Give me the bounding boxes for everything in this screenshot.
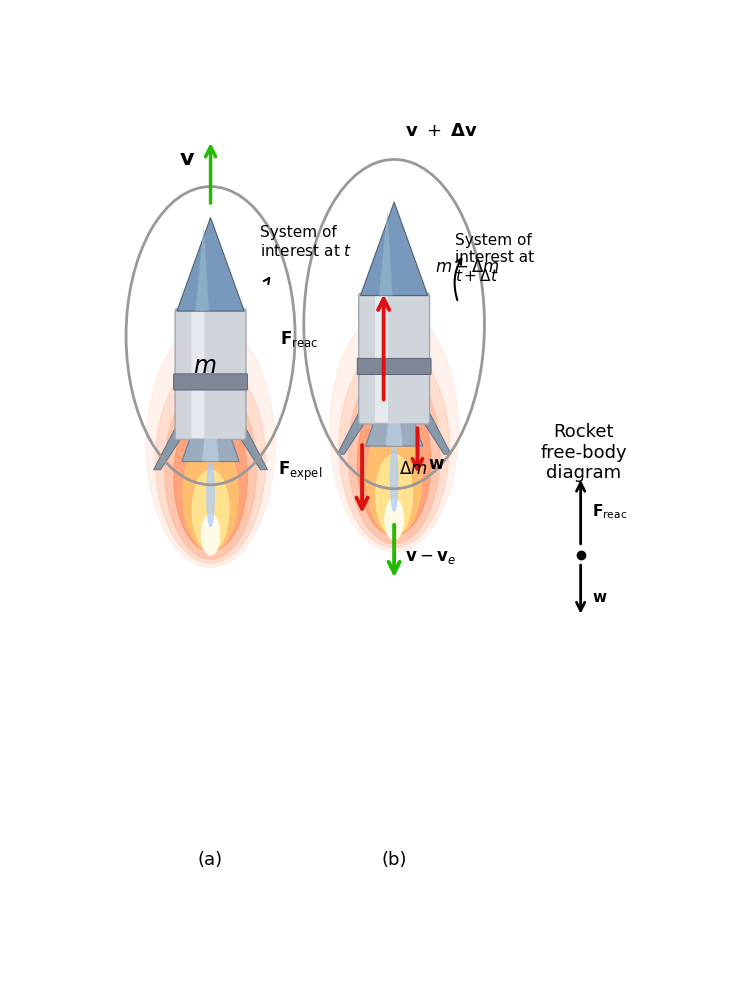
- Polygon shape: [337, 409, 371, 454]
- Text: $m - \Delta m$: $m - \Delta m$: [435, 259, 500, 277]
- Ellipse shape: [339, 344, 449, 547]
- Text: $\mathbf{v}\ +\ \mathbf{\Delta v}$: $\mathbf{v}\ +\ \mathbf{\Delta v}$: [405, 123, 478, 140]
- Text: $\mathbf{v} - \mathbf{v}_e$: $\mathbf{v} - \mathbf{v}_e$: [405, 548, 456, 565]
- Ellipse shape: [357, 389, 431, 535]
- FancyBboxPatch shape: [375, 295, 388, 423]
- Ellipse shape: [165, 380, 256, 559]
- Ellipse shape: [390, 446, 398, 511]
- Text: $\mathbf{F}_{\mathsf{reac}}$: $\mathbf{F}_{\mathsf{reac}}$: [280, 329, 319, 349]
- Polygon shape: [379, 208, 393, 296]
- Text: $\Delta m$: $\Delta m$: [399, 461, 427, 478]
- Polygon shape: [386, 422, 403, 446]
- Ellipse shape: [193, 470, 229, 551]
- Polygon shape: [196, 224, 209, 311]
- FancyBboxPatch shape: [359, 294, 429, 424]
- Polygon shape: [365, 422, 423, 446]
- FancyBboxPatch shape: [192, 310, 205, 438]
- Ellipse shape: [348, 365, 440, 543]
- Ellipse shape: [330, 308, 459, 552]
- Polygon shape: [417, 409, 451, 454]
- Ellipse shape: [174, 404, 247, 551]
- Ellipse shape: [183, 438, 238, 551]
- FancyBboxPatch shape: [174, 374, 247, 390]
- Text: System of
interest at
$t + \Delta t$: System of interest at $t + \Delta t$: [456, 233, 535, 284]
- Ellipse shape: [156, 360, 265, 563]
- Text: $\mathbf{w}$: $\mathbf{w}$: [593, 590, 608, 605]
- Text: (a): (a): [198, 851, 223, 869]
- Polygon shape: [360, 202, 428, 296]
- FancyBboxPatch shape: [357, 358, 431, 374]
- Polygon shape: [202, 438, 219, 462]
- Text: $\mathbf{w}$: $\mathbf{w}$: [428, 456, 444, 473]
- Text: $\mathbf{v}$: $\mathbf{v}$: [179, 150, 196, 169]
- Text: (b): (b): [381, 851, 407, 869]
- Ellipse shape: [385, 499, 403, 539]
- Ellipse shape: [376, 454, 413, 535]
- Text: System of
interest at $t$: System of interest at $t$: [260, 225, 353, 259]
- Polygon shape: [234, 425, 268, 470]
- Polygon shape: [153, 425, 187, 470]
- FancyBboxPatch shape: [175, 309, 246, 440]
- Polygon shape: [182, 438, 239, 462]
- Text: $m$: $m$: [193, 354, 217, 378]
- Ellipse shape: [207, 462, 214, 526]
- Ellipse shape: [147, 323, 274, 567]
- Text: $\mathbf{F}_{\mathsf{reac}}$: $\mathbf{F}_{\mathsf{reac}}$: [593, 503, 628, 521]
- Text: $\mathbf{F}_{\mathsf{expel}}$: $\mathbf{F}_{\mathsf{expel}}$: [277, 460, 322, 483]
- Ellipse shape: [367, 422, 422, 535]
- Ellipse shape: [202, 514, 220, 555]
- Polygon shape: [177, 217, 244, 311]
- Text: Rocket
free-body
diagram: Rocket free-body diagram: [540, 423, 627, 483]
